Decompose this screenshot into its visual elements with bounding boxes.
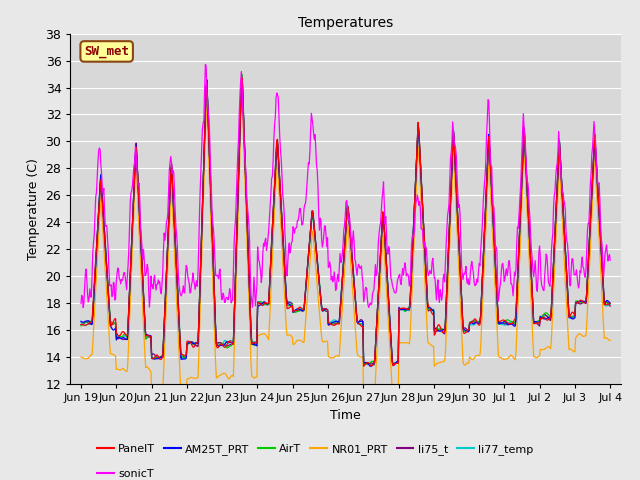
AirT	[86, 318, 94, 324]
sonicT	[225, 297, 232, 302]
PanelT	[77, 322, 85, 327]
AirT	[360, 362, 367, 368]
AirT	[195, 321, 203, 327]
PanelT	[141, 324, 149, 329]
Title: Temperatures: Temperatures	[298, 16, 393, 30]
li77_temp	[77, 320, 85, 325]
PanelT	[223, 342, 230, 348]
li77_temp	[141, 325, 149, 331]
PanelT	[86, 320, 94, 325]
sonicT	[79, 305, 87, 311]
li77_temp	[370, 362, 378, 368]
NR01_PRT	[141, 354, 149, 360]
li77_temp	[606, 301, 614, 307]
Legend: sonicT: sonicT	[92, 465, 158, 480]
AM25T_PRT	[606, 300, 614, 306]
li75_t	[86, 321, 94, 327]
li77_temp	[412, 187, 419, 193]
li75_t	[77, 322, 85, 327]
li77_temp	[195, 321, 203, 326]
sonicT	[427, 270, 435, 276]
sonicT	[412, 209, 419, 215]
AirT	[412, 188, 419, 194]
AirT	[238, 72, 246, 77]
AM25T_PRT	[195, 322, 203, 327]
sonicT	[606, 257, 614, 263]
PanelT	[238, 75, 246, 81]
AirT	[141, 325, 149, 331]
NR01_PRT	[86, 352, 94, 358]
li75_t	[412, 188, 419, 193]
PanelT	[195, 320, 203, 325]
li75_t	[223, 343, 230, 349]
AM25T_PRT	[427, 305, 435, 311]
PanelT	[427, 308, 435, 313]
NR01_PRT	[223, 373, 230, 379]
Text: SW_met: SW_met	[84, 45, 129, 58]
sonicT	[88, 294, 95, 300]
li77_temp	[223, 339, 230, 345]
Line: AM25T_PRT: AM25T_PRT	[81, 78, 610, 366]
sonicT	[77, 300, 85, 306]
li75_t	[389, 362, 397, 368]
Line: AirT: AirT	[81, 74, 610, 365]
li75_t	[606, 303, 614, 309]
NR01_PRT	[195, 353, 203, 359]
li77_temp	[238, 73, 246, 79]
Line: PanelT: PanelT	[81, 78, 610, 366]
sonicT	[196, 210, 204, 216]
Line: sonicT: sonicT	[81, 64, 610, 308]
AM25T_PRT	[238, 75, 246, 81]
li75_t	[427, 307, 435, 312]
AM25T_PRT	[77, 318, 85, 324]
li75_t	[238, 74, 246, 80]
AM25T_PRT	[223, 339, 230, 345]
AirT	[77, 323, 85, 329]
PanelT	[606, 300, 614, 306]
PanelT	[412, 189, 419, 195]
AM25T_PRT	[141, 322, 149, 328]
AM25T_PRT	[367, 363, 375, 369]
PanelT	[360, 363, 367, 369]
li75_t	[141, 323, 149, 328]
AirT	[427, 307, 435, 313]
li77_temp	[427, 308, 435, 313]
X-axis label: Time: Time	[330, 408, 361, 421]
NR01_PRT	[363, 397, 371, 403]
NR01_PRT	[77, 354, 85, 360]
NR01_PRT	[412, 211, 419, 217]
Y-axis label: Temperature (C): Temperature (C)	[27, 158, 40, 260]
AirT	[606, 300, 614, 306]
li75_t	[195, 323, 203, 329]
Line: li77_temp: li77_temp	[81, 76, 610, 365]
Line: li75_t: li75_t	[81, 77, 610, 365]
NR01_PRT	[606, 337, 614, 343]
li77_temp	[86, 322, 94, 327]
AirT	[223, 345, 230, 350]
Line: NR01_PRT: NR01_PRT	[81, 97, 610, 400]
AM25T_PRT	[412, 190, 419, 195]
NR01_PRT	[238, 94, 246, 100]
sonicT	[142, 272, 150, 278]
NR01_PRT	[427, 342, 435, 348]
AM25T_PRT	[86, 320, 94, 326]
sonicT	[202, 61, 209, 67]
